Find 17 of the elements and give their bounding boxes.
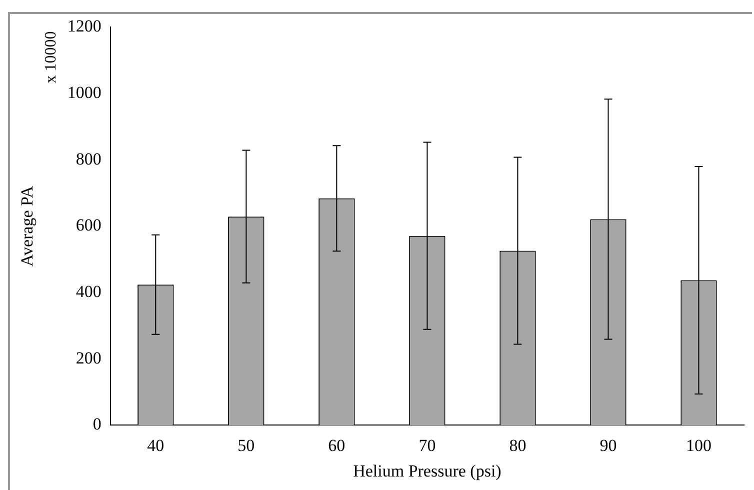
x-axis-title: Helium Pressure (psi) xyxy=(353,461,502,480)
y-tick-label: 400 xyxy=(76,282,102,301)
y-tick-label: 1000 xyxy=(67,83,102,102)
x-tick-label: 90 xyxy=(600,436,617,455)
x-tick-label: 80 xyxy=(509,436,526,455)
y-tick-label: 200 xyxy=(76,348,102,368)
y-axis-title: Average PA xyxy=(18,185,37,267)
x-tick-label: 60 xyxy=(328,436,346,455)
y-tick-label: 600 xyxy=(76,216,102,235)
x-tick-label: 50 xyxy=(238,436,255,455)
y-tick-label: 1200 xyxy=(67,16,102,36)
x-tick-label: 70 xyxy=(418,436,436,455)
x-tick-label: 40 xyxy=(147,436,164,455)
text: x 10000 xyxy=(42,31,60,84)
y-tick-label: 800 xyxy=(76,149,102,168)
y-tick-label: 0 xyxy=(92,414,102,434)
x-tick-label: 100 xyxy=(686,436,712,455)
